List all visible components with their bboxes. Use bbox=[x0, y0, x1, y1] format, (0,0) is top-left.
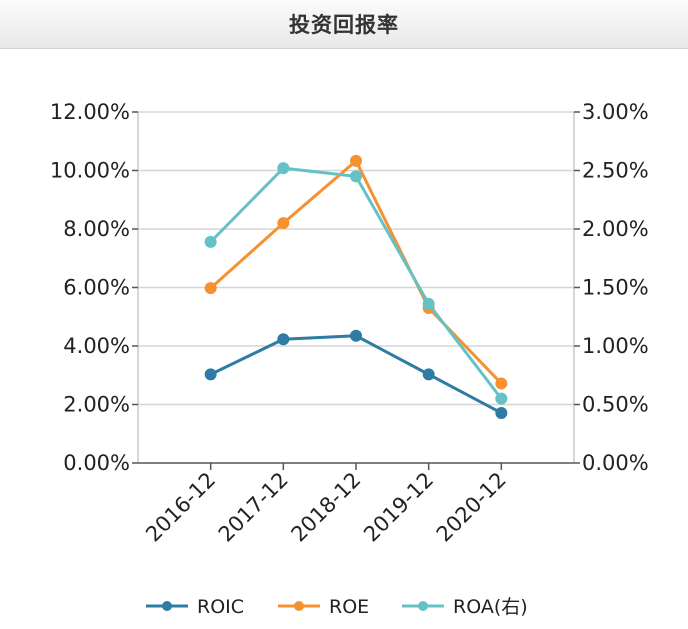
left-tick-label: 2.00% bbox=[63, 393, 130, 417]
legend-swatch-marker bbox=[294, 601, 304, 611]
legend-item[interactable]: ROIC bbox=[146, 596, 244, 618]
x-tick-label: 2019-12 bbox=[359, 468, 438, 547]
data-point[interactable] bbox=[495, 377, 508, 390]
data-point[interactable] bbox=[204, 235, 217, 248]
x-tick-label: 2020-12 bbox=[432, 468, 511, 547]
series-roa bbox=[204, 162, 508, 405]
data-point[interactable] bbox=[277, 162, 290, 175]
legend-swatch-marker bbox=[162, 601, 172, 611]
legend-swatch-marker bbox=[418, 601, 428, 611]
right-tick-label: 2.50% bbox=[582, 159, 649, 183]
data-point[interactable] bbox=[350, 329, 362, 342]
x-tick-label: 2018-12 bbox=[287, 468, 366, 547]
left-tick-label: 8.00% bbox=[63, 217, 130, 241]
left-tick-label: 10.00% bbox=[50, 159, 130, 183]
series-line bbox=[210, 334, 503, 415]
series-line bbox=[209, 166, 503, 400]
data-point[interactable] bbox=[350, 170, 362, 183]
right-tick-label: 1.00% bbox=[582, 334, 649, 358]
x-tick-label: 2017-12 bbox=[214, 468, 293, 547]
data-point[interactable] bbox=[495, 392, 508, 405]
left-tick-label: 0.00% bbox=[63, 451, 130, 475]
legend-label: ROIC bbox=[197, 596, 244, 618]
right-tick-label: 0.00% bbox=[582, 451, 649, 475]
legend-item[interactable]: ROA(右) bbox=[402, 596, 528, 618]
legend-item[interactable]: ROE bbox=[278, 596, 369, 618]
data-point[interactable] bbox=[422, 368, 435, 381]
right-axis-ticks: 0.00% 0.50% 1.00% 1.50% 2.00% 2.50% 3.00% bbox=[574, 100, 649, 475]
left-tick-label: 4.00% bbox=[63, 334, 130, 358]
data-point[interactable] bbox=[422, 297, 435, 310]
legend: ROIC ROE ROA(右) bbox=[146, 596, 528, 618]
data-point[interactable] bbox=[277, 217, 290, 230]
series-line bbox=[209, 159, 503, 385]
left-tick-label: 6.00% bbox=[63, 276, 130, 300]
series-roic bbox=[204, 329, 508, 419]
x-tick-label: 2016-12 bbox=[141, 468, 220, 547]
right-tick-label: 1.50% bbox=[582, 276, 649, 300]
left-axis-ticks: 0.00% 2.00% 4.00% 6.00% 8.00% 10.00% 12.00% bbox=[50, 100, 138, 475]
right-tick-label: 2.00% bbox=[582, 217, 649, 241]
data-point[interactable] bbox=[495, 406, 508, 419]
right-tick-label: 3.00% bbox=[582, 100, 649, 124]
data-point[interactable] bbox=[277, 333, 290, 346]
return-on-investment-chart: 0.00% 2.00% 4.00% 6.00% 8.00% 10.00% 12.00% 0.… bbox=[50, 100, 649, 618]
left-tick-label: 12.00% bbox=[50, 100, 130, 124]
series-lines bbox=[204, 154, 508, 419]
right-tick-label: 0.50% bbox=[582, 393, 649, 417]
legend-label: ROE bbox=[329, 596, 369, 618]
legend-label: ROA(右) bbox=[453, 596, 528, 618]
data-point[interactable] bbox=[350, 154, 362, 167]
chart-title: 投资回报率 bbox=[289, 13, 399, 37]
data-point[interactable] bbox=[204, 282, 217, 295]
data-point[interactable] bbox=[204, 368, 217, 381]
chart-header: 投资回报率 bbox=[0, 0, 688, 49]
